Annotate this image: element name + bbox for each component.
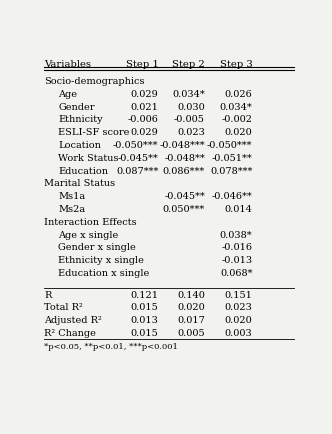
Text: 0.140: 0.140 — [177, 291, 205, 300]
Text: -0.002: -0.002 — [221, 115, 253, 125]
Text: Age x single: Age x single — [58, 230, 119, 240]
Text: 0.087***: 0.087*** — [116, 167, 159, 176]
Text: 0.014: 0.014 — [225, 205, 253, 214]
Text: Adjusted R²: Adjusted R² — [44, 316, 102, 325]
Text: 0.050***: 0.050*** — [163, 205, 205, 214]
Text: Age: Age — [58, 90, 77, 99]
Text: -0.013: -0.013 — [221, 256, 253, 265]
Text: Location: Location — [58, 141, 101, 150]
Text: -0.048***: -0.048*** — [159, 141, 205, 150]
Text: -0.016: -0.016 — [221, 243, 253, 252]
Text: 0.013: 0.013 — [131, 316, 159, 325]
Text: Variables: Variables — [44, 60, 91, 69]
Text: Gender: Gender — [58, 103, 95, 112]
Text: Ethnicity: Ethnicity — [58, 115, 103, 125]
Text: -0.050***: -0.050*** — [113, 141, 159, 150]
Text: Work Status: Work Status — [58, 154, 119, 163]
Text: 0.068*: 0.068* — [220, 269, 253, 278]
Text: -0.045**: -0.045** — [164, 192, 205, 201]
Text: -0.046**: -0.046** — [212, 192, 253, 201]
Text: 0.151: 0.151 — [225, 291, 253, 300]
Text: 0.017: 0.017 — [177, 316, 205, 325]
Text: 0.034*: 0.034* — [172, 90, 205, 99]
Text: 0.020: 0.020 — [225, 128, 253, 137]
Text: 0.038*: 0.038* — [220, 230, 253, 240]
Text: 0.029: 0.029 — [131, 128, 159, 137]
Text: Ms1a: Ms1a — [58, 192, 85, 201]
Text: R: R — [44, 291, 51, 300]
Text: Education: Education — [58, 167, 108, 176]
Text: Step 2: Step 2 — [172, 60, 205, 69]
Text: -0.006: -0.006 — [128, 115, 159, 125]
Text: Socio-demographics: Socio-demographics — [44, 77, 144, 86]
Text: Education x single: Education x single — [58, 269, 149, 278]
Text: 0.029: 0.029 — [131, 90, 159, 99]
Text: 0.020: 0.020 — [177, 303, 205, 312]
Text: 0.023: 0.023 — [177, 128, 205, 137]
Text: 0.015: 0.015 — [131, 329, 159, 338]
Text: 0.020: 0.020 — [225, 316, 253, 325]
Text: 0.030: 0.030 — [177, 103, 205, 112]
Text: Interaction Effects: Interaction Effects — [44, 218, 137, 227]
Text: 0.086***: 0.086*** — [163, 167, 205, 176]
Text: 0.121: 0.121 — [130, 291, 159, 300]
Text: R² Change: R² Change — [44, 329, 96, 338]
Text: -0.051**: -0.051** — [212, 154, 253, 163]
Text: 0.023: 0.023 — [225, 303, 253, 312]
Text: 0.003: 0.003 — [225, 329, 253, 338]
Text: Step 3: Step 3 — [220, 60, 253, 69]
Text: 0.026: 0.026 — [225, 90, 253, 99]
Text: Ms2a: Ms2a — [58, 205, 85, 214]
Text: 0.078***: 0.078*** — [210, 167, 253, 176]
Text: Total R²: Total R² — [44, 303, 83, 312]
Text: 0.034*: 0.034* — [220, 103, 253, 112]
Text: Marital Status: Marital Status — [44, 179, 115, 188]
Text: *p<0.05, **p<0.01, ***p<0.001: *p<0.05, **p<0.01, ***p<0.001 — [44, 342, 178, 351]
Text: 0.005: 0.005 — [177, 329, 205, 338]
Text: Step 1: Step 1 — [126, 60, 159, 69]
Text: -0.005: -0.005 — [174, 115, 205, 125]
Text: 0.021: 0.021 — [131, 103, 159, 112]
Text: Ethnicity x single: Ethnicity x single — [58, 256, 144, 265]
Text: ESLI-SF score: ESLI-SF score — [58, 128, 129, 137]
Text: 0.015: 0.015 — [131, 303, 159, 312]
Text: Gender x single: Gender x single — [58, 243, 136, 252]
Text: -0.045**: -0.045** — [118, 154, 159, 163]
Text: -0.048**: -0.048** — [164, 154, 205, 163]
Text: -0.050***: -0.050*** — [207, 141, 253, 150]
